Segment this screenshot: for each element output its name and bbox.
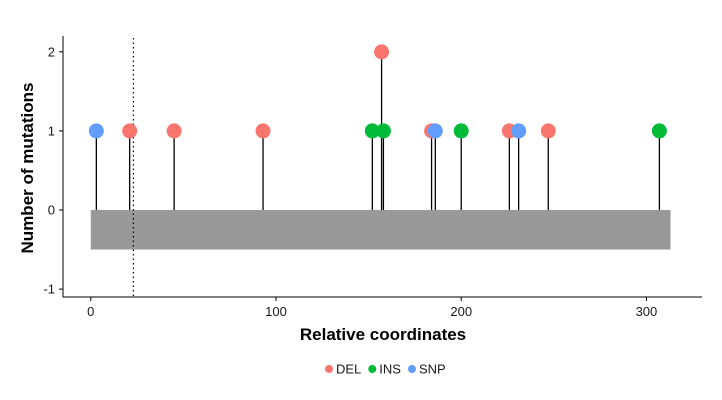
x-tick-label: 100 (265, 304, 287, 319)
point-del (166, 123, 182, 139)
lollipop-points (88, 44, 667, 139)
point-snp (427, 123, 443, 139)
point-ins (375, 123, 391, 139)
point-ins (453, 123, 469, 139)
y-tick-label: 2 (48, 44, 55, 59)
axes (62, 36, 702, 298)
x-axis-title: Relative coordinates (300, 325, 466, 344)
region-bar-layer (90, 210, 671, 250)
y-axis-title: Number of mutations (18, 83, 37, 254)
y-tick-label: 0 (48, 203, 55, 218)
point-snp (88, 123, 104, 139)
legend: DEL INS SNP (325, 362, 446, 377)
point-del (122, 123, 138, 139)
axis-ticks: 0 100 200 300 -1 0 1 2 (43, 44, 657, 319)
legend-key-del (325, 365, 333, 373)
legend-key-snp (407, 365, 416, 373)
point-del (540, 123, 556, 139)
point-del (255, 123, 271, 139)
x-tick-label: 0 (87, 304, 94, 319)
legend-key-ins (368, 365, 377, 373)
legend-label-snp: SNP (419, 362, 446, 377)
y-tick-label: -1 (43, 282, 55, 297)
x-tick-label: 300 (636, 304, 658, 319)
point-ins (364, 123, 380, 139)
y-tick-label: 1 (48, 123, 55, 138)
legend-label-ins: INS (379, 362, 401, 377)
x-tick-label: 200 (450, 304, 472, 319)
region-bar (90, 210, 671, 250)
point-snp (511, 123, 527, 139)
point-ins (651, 123, 667, 139)
legend-label-del: DEL (336, 362, 361, 377)
point-del (374, 44, 390, 60)
